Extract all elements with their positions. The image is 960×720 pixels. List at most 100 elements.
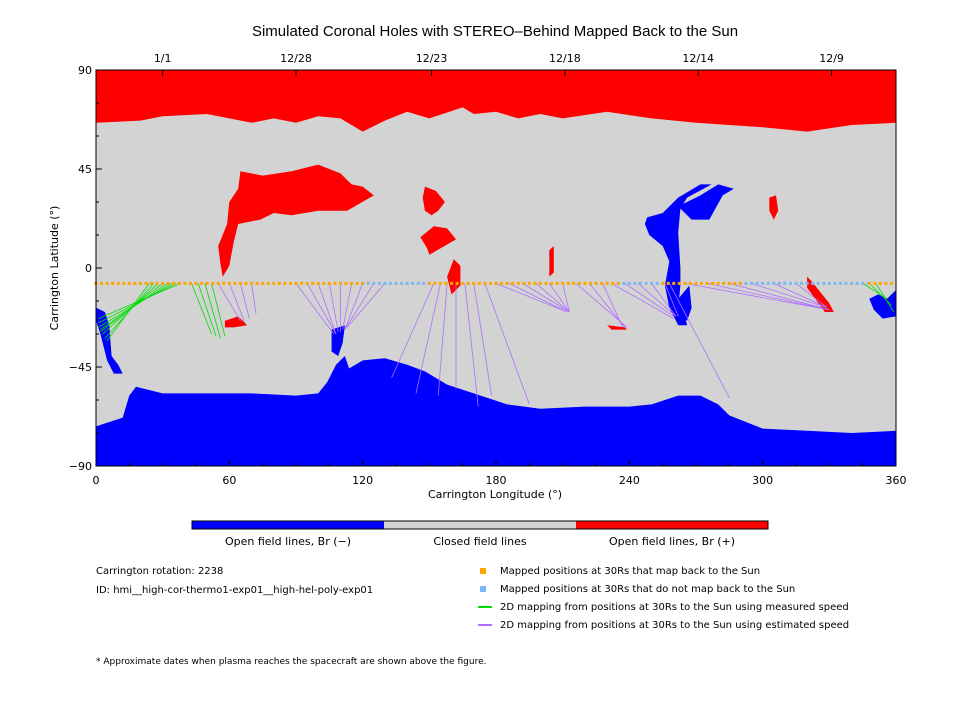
unmapped-position-dot bbox=[833, 281, 837, 285]
y-tick-label: 45 bbox=[78, 163, 92, 176]
colorbar: Open field lines, Br (−) Closed field lin… bbox=[191, 520, 769, 548]
unmapped-position-dot bbox=[861, 281, 865, 285]
mapped-position-dot bbox=[694, 281, 698, 285]
mapped-position-dot bbox=[244, 281, 248, 285]
unmapped-position-dot bbox=[633, 281, 637, 285]
negative-open-north-hole-at-275 bbox=[678, 184, 734, 220]
estimated-mapping-line bbox=[684, 283, 830, 311]
mapped-position-dot bbox=[172, 281, 176, 285]
unmapped-position-dot bbox=[805, 281, 809, 285]
colorbar-segment bbox=[576, 521, 768, 529]
positive-open-tail-at-236 bbox=[607, 325, 628, 330]
mapped-position-dot bbox=[138, 281, 142, 285]
unmapped-position-dot bbox=[638, 281, 642, 285]
estimated-mapping-line bbox=[391, 283, 435, 379]
mapped-position-dot bbox=[878, 281, 882, 285]
unmapped-position-dot bbox=[838, 281, 842, 285]
measured-mapping-line bbox=[204, 283, 221, 339]
estimated-mapping-line bbox=[240, 283, 250, 319]
mapped-position-dot bbox=[477, 281, 481, 285]
negative-open-right-edge-hole bbox=[869, 290, 896, 319]
estimated-mapping-line bbox=[611, 283, 674, 319]
mapped-position-dot bbox=[305, 281, 309, 285]
mapped-position-dot bbox=[716, 281, 720, 285]
mapped-position-dot bbox=[316, 281, 320, 285]
mapped-position-dot bbox=[116, 281, 120, 285]
mapped-position-dot bbox=[494, 281, 498, 285]
mapped-position-dot bbox=[733, 281, 737, 285]
mapped-position-dot bbox=[544, 281, 548, 285]
unmapped-position-dot bbox=[772, 281, 776, 285]
top-date-label: 12/14 bbox=[682, 52, 714, 65]
unmapped-position-dot bbox=[850, 281, 854, 285]
unmapped-position-dot bbox=[783, 281, 787, 285]
legend-label: 2D mapping from positions at 30Rs to the… bbox=[500, 602, 849, 613]
estimated-mapping-line bbox=[317, 283, 337, 335]
mapped-position-dot bbox=[711, 281, 715, 285]
top-date-label: 12/28 bbox=[280, 52, 312, 65]
x-tick-label: 120 bbox=[352, 474, 373, 487]
mapped-position-dot bbox=[722, 281, 726, 285]
mapped-position-dot bbox=[516, 281, 520, 285]
unmapped-position-dot bbox=[411, 281, 415, 285]
unmapped-position-dot bbox=[388, 281, 392, 285]
mapped-position-dot bbox=[350, 281, 354, 285]
unmapped-position-dot bbox=[744, 281, 748, 285]
mapped-position-dot bbox=[500, 281, 504, 285]
map-regions bbox=[96, 70, 896, 466]
mapped-position-dot bbox=[672, 281, 676, 285]
measured-mapping-line bbox=[875, 283, 895, 313]
positive-open-north-mid-lobe bbox=[218, 164, 374, 277]
positive-open-drop-at-63 bbox=[224, 316, 248, 328]
negative-open-south-west-bay bbox=[318, 356, 350, 394]
unmapped-position-dot bbox=[811, 281, 815, 285]
estimated-mapping-line bbox=[602, 283, 624, 328]
unmapped-position-dot bbox=[644, 281, 648, 285]
mapped-position-dot bbox=[522, 281, 526, 285]
mapped-position-dot bbox=[294, 281, 298, 285]
estimated-mapping-line bbox=[651, 283, 677, 317]
position-tracks bbox=[94, 281, 894, 285]
positive-open-strip-at-162 bbox=[447, 259, 461, 295]
mapped-position-dot bbox=[700, 281, 704, 285]
unmapped-position-dot bbox=[655, 281, 659, 285]
unmapped-position-dot bbox=[422, 281, 426, 285]
estimated-mapping-line bbox=[306, 283, 337, 335]
unmapped-position-dot bbox=[377, 281, 381, 285]
mapped-position-dot bbox=[277, 281, 281, 285]
mapped-position-dot bbox=[438, 281, 442, 285]
x-tick-label: 180 bbox=[486, 474, 507, 487]
unmapped-position-dot bbox=[827, 281, 831, 285]
mapped-position-dot bbox=[261, 281, 265, 285]
estimated-mapping-line bbox=[217, 283, 241, 322]
mapped-position-dot bbox=[250, 281, 254, 285]
mapped-position-dot bbox=[600, 281, 604, 285]
mapped-position-dot bbox=[538, 281, 542, 285]
mapped-position-dot bbox=[533, 281, 537, 285]
estimated-mapping-line bbox=[437, 283, 448, 396]
legend-square-marker bbox=[480, 586, 486, 592]
carrington-rotation: Carrington rotation: 2238 bbox=[96, 566, 224, 577]
unmapped-position-dot bbox=[400, 281, 404, 285]
estimated-mapping-line bbox=[342, 283, 352, 330]
x-tick-label: 0 bbox=[93, 474, 100, 487]
estimated-mapping-line bbox=[549, 283, 570, 313]
estimated-mapping-line bbox=[707, 283, 830, 311]
colorbar-frame bbox=[191, 520, 769, 530]
mapped-position-dot bbox=[561, 281, 565, 285]
colorbar-label: Open field lines, Br (+) bbox=[609, 535, 735, 548]
measured-mapping-line bbox=[191, 283, 212, 335]
mapped-position-dot bbox=[433, 281, 437, 285]
colorbar-segment bbox=[384, 521, 576, 529]
estimated-mapping-line bbox=[637, 283, 677, 317]
negative-open-lower-hole-at-266 bbox=[678, 285, 692, 321]
top-date-label: 12/9 bbox=[819, 52, 844, 65]
x-axis-label: Carrington Longitude (°) bbox=[428, 488, 562, 501]
legend-item: Mapped positions at 30Rs that do not map… bbox=[478, 584, 795, 595]
mapped-position-dot bbox=[555, 281, 559, 285]
positive-open-strip-at-204 bbox=[549, 246, 554, 277]
legend-line-marker bbox=[478, 606, 492, 608]
mapped-position-dot bbox=[611, 281, 615, 285]
mapped-position-dot bbox=[194, 281, 198, 285]
